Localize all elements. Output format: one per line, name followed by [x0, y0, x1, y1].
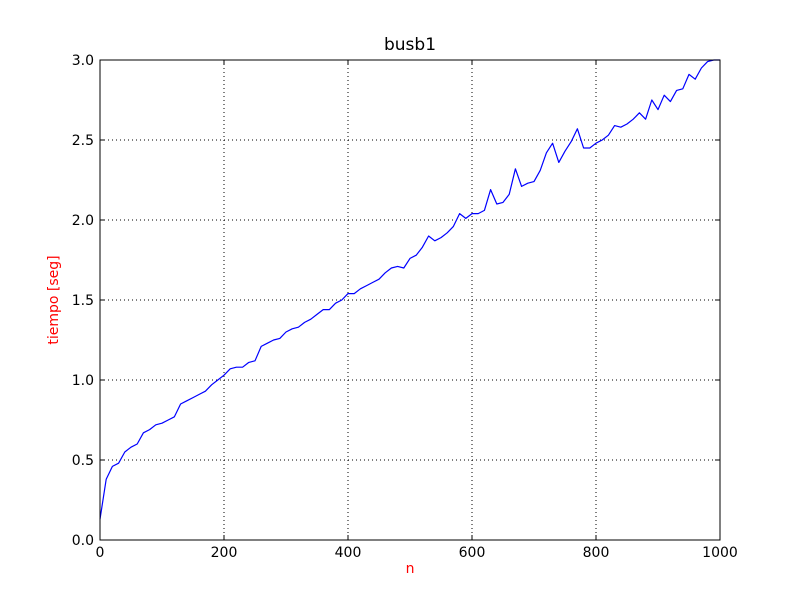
y-tick-label: 0.5 [72, 453, 94, 469]
y-tick-label: 0.0 [72, 533, 94, 549]
y-tick-label: 1.0 [72, 373, 94, 389]
y-tick-label: 1.5 [72, 293, 94, 309]
y-axis-label: tiempo [seg] [46, 255, 62, 344]
series-line [99, 59, 720, 520]
x-tick-label: 800 [583, 545, 610, 561]
y-tick-label: 2.0 [72, 213, 94, 229]
x-tick-label: 600 [459, 545, 486, 561]
x-tick-label: 1000 [702, 545, 738, 561]
tick-marks [99, 59, 721, 541]
y-tick-label: 3.0 [72, 53, 94, 69]
x-tick-label: 400 [335, 545, 362, 561]
y-tick-label: 2.5 [72, 133, 94, 149]
series-layer [99, 59, 720, 520]
grid-lines [100, 60, 720, 540]
chart-title: busb1 [384, 35, 436, 55]
x-tick-label: 0 [96, 545, 105, 561]
x-axis-label: n [406, 561, 415, 577]
x-tick-label: 200 [211, 545, 238, 561]
tick-labels: 0 200 400 600 800 1000 0.0 0.5 1.0 1.5 2.0 2.5 3.0 [72, 53, 738, 561]
